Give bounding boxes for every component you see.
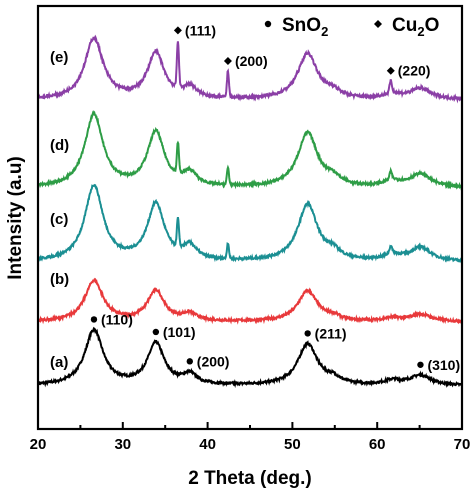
x-tick-label-20: 20	[30, 436, 47, 453]
series-label-b: (b)	[50, 271, 69, 288]
peak-marker-7	[386, 66, 395, 75]
series-line-e	[37, 34, 463, 104]
series-label-e: (e)	[50, 49, 68, 66]
legend-entry-0: SnO2	[282, 15, 328, 39]
x-tick-label-50: 50	[284, 436, 301, 453]
x-tick-label-30: 30	[114, 436, 131, 453]
series-line-b	[37, 277, 463, 325]
legend-marker-1	[374, 20, 382, 28]
peak-label-4: (310)	[427, 357, 460, 373]
x-axis-title: 2 Theta (deg.)	[188, 468, 312, 489]
peak-label-1: (101)	[163, 324, 196, 340]
peak-marker-1	[152, 328, 160, 336]
peak-label-2: (200)	[197, 353, 230, 369]
peak-marker-5	[173, 26, 182, 35]
peak-label-3: (211)	[315, 325, 347, 341]
y-axis-title: Intensity (a.u)	[5, 156, 26, 280]
x-axis-ticks: 20 30 40 50 60 70	[30, 422, 471, 453]
peak-marker-2	[186, 358, 193, 365]
legend-entry-1: Cu2O	[392, 15, 439, 39]
peak-label-5: (111)	[185, 22, 216, 38]
series-line-c	[37, 183, 463, 264]
legend: SnO2 Cu2O	[264, 15, 439, 39]
x-tick-label-60: 60	[369, 436, 386, 453]
series-label-a: (a)	[50, 354, 68, 371]
legend-marker-0	[264, 20, 272, 28]
peak-label-0: (110)	[101, 311, 133, 327]
peak-label-7: (220)	[398, 63, 431, 79]
series-label-c: (c)	[50, 211, 68, 228]
series-line-d	[37, 109, 463, 191]
annotation-layer: (110)(101)(200)(211)(310)(111)(200)(220)	[90, 22, 460, 373]
x-tick-label-70: 70	[454, 436, 471, 453]
series-label-d: (d)	[50, 137, 69, 154]
series-layer: (a) (b) (c) (d) (e)	[37, 34, 463, 389]
x-tick-label-40: 40	[199, 436, 216, 453]
peak-marker-4	[417, 361, 424, 368]
peak-marker-6	[223, 56, 232, 65]
peak-marker-3	[304, 330, 311, 337]
series-line-a	[37, 326, 463, 389]
peak-marker-0	[90, 316, 98, 323]
peak-label-6: (200)	[235, 53, 268, 69]
